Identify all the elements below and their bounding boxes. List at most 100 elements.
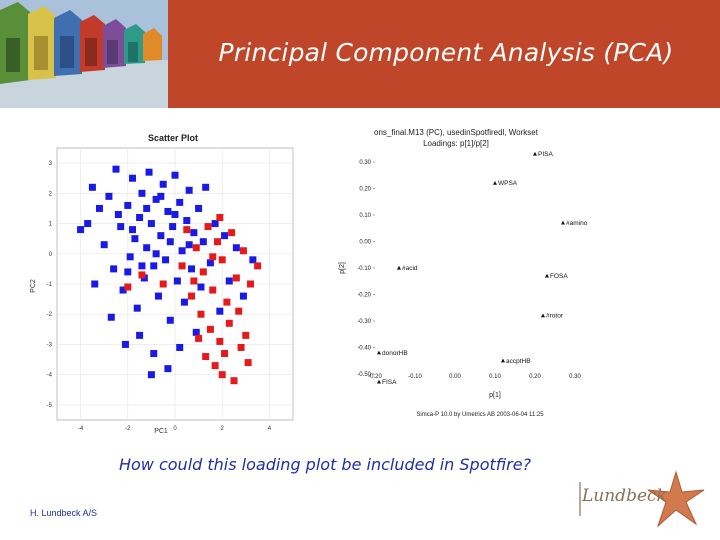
scatter-point-blue	[114, 210, 122, 218]
loading-point	[541, 313, 545, 318]
scatter-point-blue	[91, 280, 99, 288]
scatter-point-red	[159, 280, 167, 288]
loading-y-tick: -0.20	[357, 293, 371, 299]
scatter-point-red	[213, 238, 221, 246]
scatter-point-blue	[129, 226, 137, 234]
scatter-point-blue	[164, 207, 172, 215]
scatter-point-blue	[88, 183, 96, 191]
scatter-point-blue	[131, 235, 139, 243]
scatter-point-blue	[180, 298, 188, 306]
scatter-point-blue	[159, 180, 167, 188]
question-text: How could this loading plot be included …	[118, 455, 532, 474]
scatter-point-red	[216, 214, 224, 222]
scatter-point-red	[235, 307, 243, 315]
slide-title: Principal Component Analysis (PCA)	[218, 38, 674, 67]
scatter-point-blue	[169, 223, 177, 231]
loading-point	[545, 273, 549, 278]
loading-ylabel: p[2]	[339, 262, 346, 274]
scatter-point-blue	[84, 220, 92, 228]
scatter-point-blue	[197, 283, 205, 291]
scatter-point-blue	[249, 256, 257, 264]
scatter-point-blue	[162, 256, 170, 264]
scatter-point-blue	[178, 247, 186, 255]
scatter-y-tick: 3	[49, 161, 53, 167]
loading-title-line1: ons_final.M13 (PC), usedinSpotfiredl, Wo…	[374, 128, 539, 137]
scatter-point-red	[195, 334, 203, 342]
loading-x-tick: 0.20	[529, 374, 541, 380]
scatter-point-red	[247, 280, 255, 288]
scatter-point-blue	[77, 226, 85, 234]
loading-point-label: FISA	[382, 379, 397, 386]
scatter-point-red	[178, 262, 186, 270]
loading-point	[377, 350, 381, 355]
scatter-point-red	[230, 377, 238, 385]
starfish-icon	[647, 470, 705, 528]
scatter-point-blue	[202, 183, 210, 191]
loading-point	[493, 181, 497, 185]
scatter-point-blue	[190, 229, 198, 237]
scatter-point-blue	[176, 343, 184, 351]
scatter-point-blue	[166, 238, 174, 246]
scatter-point-blue	[138, 189, 146, 197]
scatter-point-blue	[138, 262, 146, 270]
scatter-point-blue	[188, 265, 196, 273]
scatter-y-tick: -5	[47, 403, 53, 409]
loading-x-tick: -0.10	[408, 374, 422, 380]
scatter-point-blue	[221, 232, 229, 240]
logo-text: Lundbeck	[582, 486, 667, 506]
loading-y-tick: -0.10	[357, 266, 371, 272]
scatter-point-blue	[147, 371, 155, 379]
scatter-point-blue	[129, 174, 137, 182]
scatter-point-blue	[147, 220, 155, 228]
scatter-point-blue	[211, 220, 219, 228]
scatter-point-blue	[121, 340, 129, 348]
scatter-point-blue	[157, 232, 165, 240]
scatter-point-red	[225, 319, 233, 327]
scatter-point-blue	[171, 210, 179, 218]
scatter-point-blue	[124, 201, 132, 209]
scatter-point-blue	[239, 292, 247, 300]
scatter-point-blue	[206, 259, 214, 267]
loading-footer: Simca-P 10.0 by Umetrics AB 2003-06-04 1…	[416, 412, 544, 418]
scatter-y-tick: 1	[49, 222, 53, 228]
scatter-point-red	[221, 350, 229, 358]
scatter-point-blue	[105, 192, 113, 200]
scatter-point-blue	[199, 238, 207, 246]
loading-point	[397, 265, 401, 270]
loading-y-tick: -0.40	[357, 346, 371, 352]
scatter-point-blue	[119, 286, 127, 294]
scatter-point-blue	[100, 241, 108, 249]
scatter-point-red	[199, 268, 207, 276]
scatter-y-tick: -3	[47, 342, 53, 348]
scatter-point-blue	[176, 198, 184, 206]
scatter-point-red	[183, 226, 191, 234]
scatter-point-blue	[185, 241, 193, 249]
scatter-point-red	[206, 325, 214, 333]
scatter-x-tick: 0	[173, 426, 177, 432]
scatter-point-red	[209, 286, 217, 294]
scatter-point-blue	[117, 223, 125, 231]
loading-y-tick: -0.50	[357, 372, 371, 378]
scatter-point-blue	[136, 214, 144, 222]
loading-x-tick: 0.00	[449, 374, 461, 380]
loading-point-label: WPSA	[498, 180, 518, 187]
scatter-point-blue	[110, 265, 118, 273]
scatter-point-blue	[154, 292, 162, 300]
scatter-point-blue	[157, 192, 165, 200]
beach-huts-photo	[0, 0, 168, 108]
scatter-point-red	[124, 283, 132, 291]
scatter-point-red	[244, 359, 252, 367]
scatter-point-red	[204, 223, 212, 231]
scatter-point-red	[209, 253, 217, 261]
loading-point-label: #rotor	[546, 313, 564, 320]
scatter-point-blue	[183, 217, 191, 225]
scatter-y-tick: 0	[49, 252, 53, 258]
scatter-point-blue	[143, 204, 151, 212]
scatter-x-tick: 4	[268, 426, 272, 432]
scatter-point-blue	[95, 204, 103, 212]
scatter-point-blue	[173, 277, 181, 285]
scatter-point-blue	[143, 244, 151, 252]
loading-point-label: FOSA	[550, 273, 568, 280]
scatter-point-blue	[192, 328, 200, 336]
scatter-point-blue	[112, 165, 120, 173]
